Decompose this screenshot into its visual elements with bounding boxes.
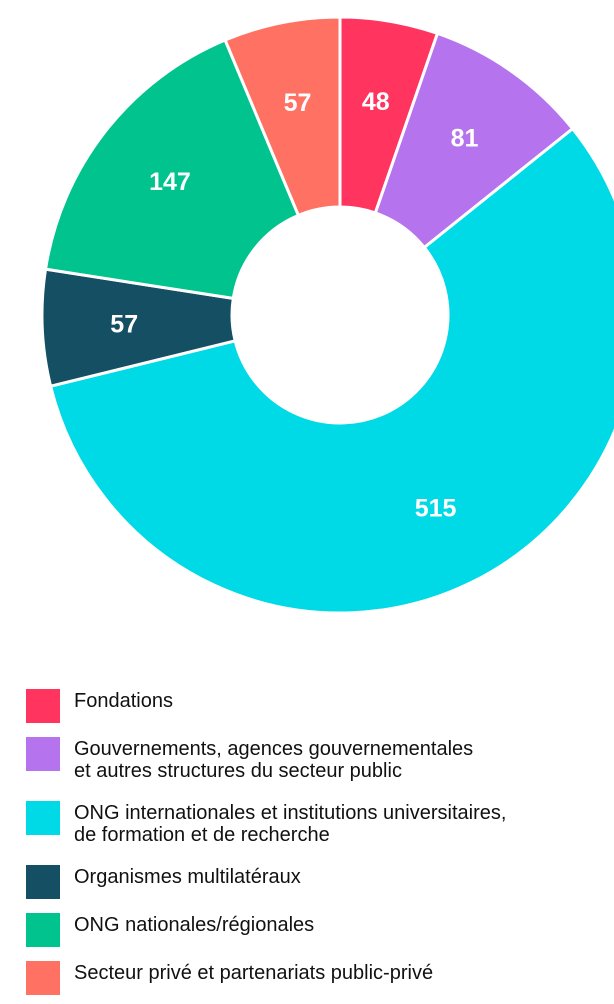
- legend-item: ONG internationales et institutions univ…: [26, 796, 611, 846]
- slice-value-label: 515: [415, 495, 457, 523]
- slice-value-label: 48: [362, 88, 390, 116]
- donut-slice-5: [223, 15, 342, 218]
- legend-swatch: [26, 689, 60, 723]
- donut-slice-2: [48, 126, 614, 615]
- legend-swatch: [26, 961, 60, 995]
- legend-swatch: [26, 865, 60, 899]
- legend: Fondations Gouvernements, agences gouvern…: [26, 684, 611, 1004]
- slice-labels: 48 81 515 57 147 57: [110, 88, 478, 523]
- legend-label: Fondations: [74, 690, 173, 712]
- legend-label: Secteur privé et partenariats public-pri…: [74, 962, 434, 984]
- legend-item: Fondations: [26, 684, 611, 723]
- legend-item: Gouvernements, agences gouvernementales …: [26, 732, 611, 782]
- donut-chart: 48 81 515 57 147 57: [40, 15, 614, 615]
- legend-swatch: [26, 913, 60, 947]
- legend-item: Organismes multilatéraux: [26, 860, 611, 899]
- slice-value-label: 147: [149, 168, 191, 196]
- legend-label: ONG internationales et institutions univ…: [74, 802, 507, 846]
- legend-item: ONG nationales/régionales: [26, 908, 611, 947]
- legend-label: Organismes multilatéraux: [74, 866, 301, 888]
- donut-slices: [40, 15, 614, 615]
- legend-label: Gouvernements, agences gouvernementales …: [74, 738, 474, 782]
- legend-item: Secteur privé et partenariats public-pri…: [26, 956, 611, 995]
- slice-value-label: 81: [451, 125, 479, 153]
- slice-value-label: 57: [110, 310, 138, 338]
- legend-swatch: [26, 801, 60, 835]
- legend-swatch: [26, 737, 60, 771]
- legend-label: ONG nationales/régionales: [74, 914, 315, 936]
- slice-value-label: 57: [284, 89, 312, 117]
- donut-slice-4: [43, 38, 301, 301]
